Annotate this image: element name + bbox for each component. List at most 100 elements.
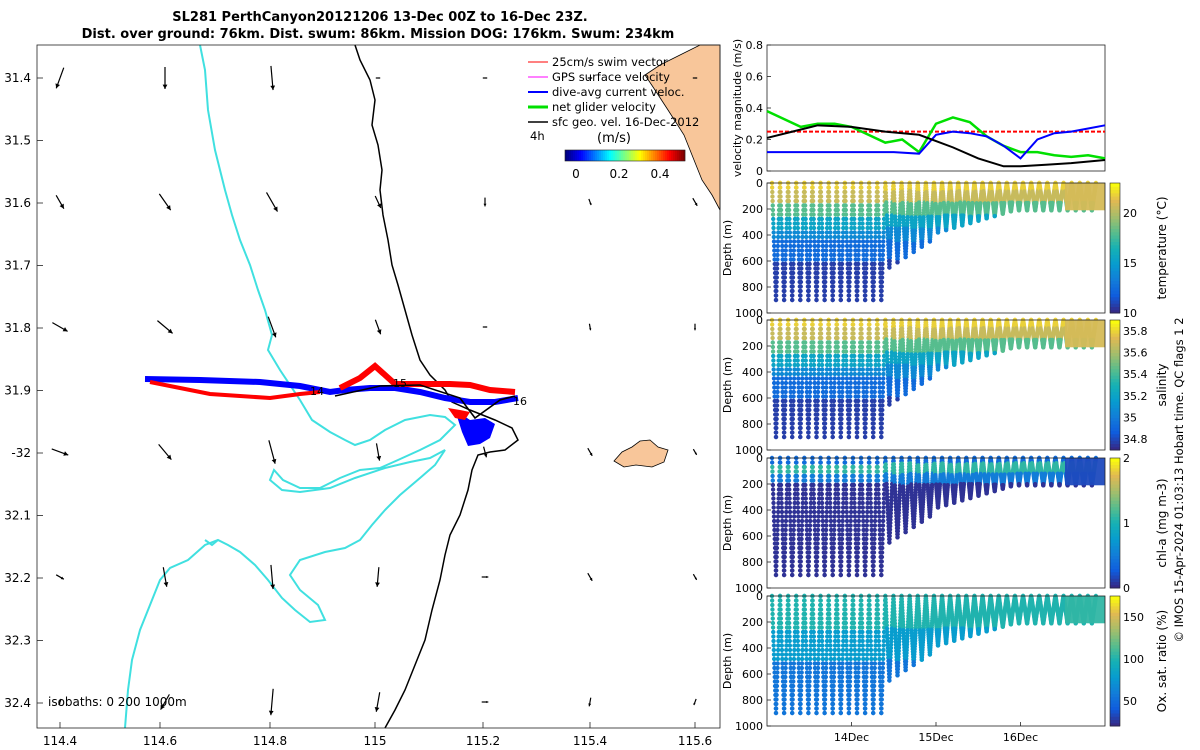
profile-point [844,362,849,368]
velocity-series-3 [766,124,1106,168]
profile-point [795,225,801,231]
profile-point [798,550,804,555]
profile-point [775,389,780,395]
profile-colorbar-tick: 10 [1123,307,1137,320]
profile-point [771,243,777,249]
profile-point [1041,345,1046,350]
profile-point [843,194,848,199]
profile-point [812,234,817,240]
profile-point [831,275,836,280]
profile-point [860,376,866,381]
profile-point [807,385,813,390]
profile-point [815,403,820,408]
profile-point [798,279,804,285]
profile-point [814,293,819,298]
profile-point [831,416,836,422]
profile-point [800,371,805,377]
profile-point [796,376,801,381]
profile-point [812,376,817,381]
profile-point [888,232,894,238]
profile-point [851,194,856,199]
profile-point [790,284,795,289]
map-ytick-label: 31.8 [4,321,31,335]
profile-point [778,331,783,336]
profile-point [828,243,834,249]
profile-point [856,243,862,249]
profile-point [880,252,886,258]
profile-point [876,362,882,368]
profile-point [843,326,848,332]
profile-point [860,362,865,368]
geo-vector-head [162,84,168,89]
profile-point [853,252,858,258]
profile-point [778,322,783,327]
profile-point [876,225,882,231]
profile-point [852,239,858,244]
profile-point [788,243,793,249]
profile-point [864,394,869,399]
geo-vector-head [60,576,64,580]
profile-point [804,376,809,381]
map-colorbar-cell [585,150,588,161]
profile-point [786,203,792,208]
profile-point [843,344,849,350]
profile-point [819,362,825,368]
profile-point [810,331,816,336]
profile-point [804,509,809,515]
profile-point [778,473,783,479]
profile-point [824,243,829,249]
profile-point [816,518,821,524]
profile-point [826,185,832,190]
profile-point [779,358,784,363]
profile-point [779,505,784,510]
profile-colorbar-cell [1110,430,1120,435]
profile-point [773,434,779,440]
profile-point [851,340,856,345]
colorbar-tick-2: 0.4 [650,167,669,181]
profile-point [791,398,796,404]
profile-point [877,239,882,244]
profile-point [872,252,877,258]
profile-point [782,554,787,560]
profile-point [848,239,854,244]
profile-point [872,266,877,271]
profile-ytick-label: 200 [742,340,763,353]
profile-point [790,412,796,417]
title-line2: Dist. over ground: 76km. Dist. swum: 86k… [82,27,675,42]
profile-point [846,434,852,440]
profile-point [815,275,820,280]
profile-point [812,252,818,258]
profile-point [775,257,780,262]
profile-point [784,509,789,515]
profile-point [798,563,803,569]
profile-point [887,258,892,264]
profile-point [836,371,841,377]
profile-point [807,261,812,267]
profile-point [770,212,776,217]
profile-point [776,230,781,235]
profile-point [802,326,807,332]
profile-point [808,514,813,519]
profile-point [803,353,808,359]
profile-point [863,403,869,408]
profile-point [1033,345,1038,350]
profile-colorbar-cell [1110,398,1120,402]
profile-point [783,536,788,542]
profile-point [791,252,796,258]
profile-point [838,425,844,431]
profile-point [873,230,878,235]
profile-colorbar-cell [1110,388,1120,392]
profile-point [848,234,854,240]
profile-point [799,248,805,253]
profile-point [856,257,861,262]
profile-point [859,322,864,327]
map-colorbar-cell [639,150,642,161]
profile-point [843,212,849,217]
isobath-200 [124,44,457,729]
profile-point [871,279,877,285]
profile-point [856,376,862,381]
profile-point [782,279,787,285]
profile-point [792,230,797,235]
profile-point [782,425,787,431]
profile-point [787,362,792,368]
